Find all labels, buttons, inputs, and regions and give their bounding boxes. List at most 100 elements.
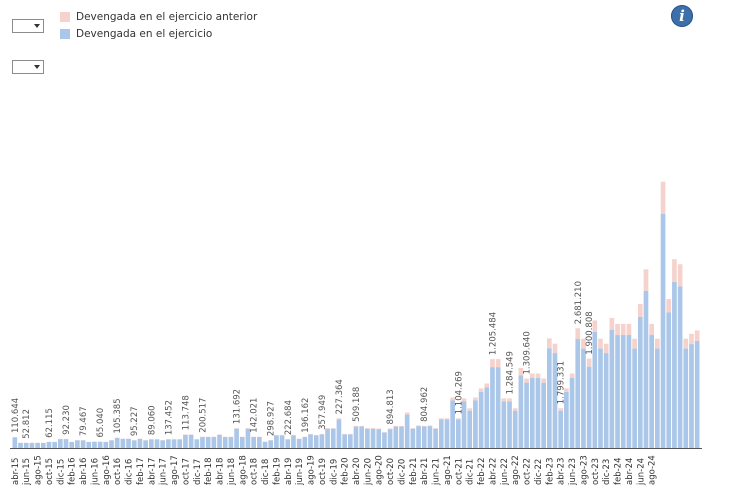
legend-item-curr[interactable]: Devengada en el ejercicio: [60, 25, 257, 42]
bar-curr[interactable]: [29, 442, 35, 448]
bar-curr[interactable]: [251, 437, 256, 448]
bar-curr[interactable]: [620, 335, 626, 448]
bar-prev[interactable]: [393, 425, 399, 427]
bar-curr[interactable]: [154, 439, 160, 448]
bar-curr[interactable]: [18, 442, 23, 448]
bar-curr[interactable]: [296, 438, 302, 448]
bar-prev[interactable]: [666, 299, 672, 313]
bar-prev[interactable]: [694, 330, 700, 341]
bar-curr[interactable]: [507, 401, 512, 448]
bar-curr[interactable]: [239, 437, 245, 448]
bar-prev[interactable]: [484, 383, 490, 388]
bar-curr[interactable]: [109, 440, 114, 448]
bar-curr[interactable]: [461, 401, 467, 448]
bar-curr[interactable]: [518, 375, 524, 448]
bar-prev[interactable]: [529, 373, 535, 378]
bar-curr[interactable]: [97, 441, 103, 448]
bar-prev[interactable]: [353, 425, 359, 427]
bar-curr[interactable]: [137, 438, 143, 448]
bar-curr[interactable]: [359, 426, 365, 448]
bar-prev[interactable]: [456, 418, 461, 420]
bar-curr[interactable]: [245, 428, 251, 448]
bar-curr[interactable]: [586, 366, 592, 448]
bar-prev[interactable]: [387, 428, 393, 430]
bar-curr[interactable]: [672, 281, 677, 448]
bar-prev[interactable]: [575, 328, 581, 340]
bar-curr[interactable]: [353, 426, 359, 448]
bar-prev[interactable]: [370, 428, 376, 429]
bar-prev[interactable]: [598, 338, 603, 349]
bar-curr[interactable]: [473, 400, 478, 448]
bar-prev[interactable]: [490, 359, 495, 368]
bar-curr[interactable]: [581, 348, 586, 448]
bar-curr[interactable]: [598, 348, 603, 448]
bar-prev[interactable]: [245, 428, 251, 429]
bar-curr[interactable]: [313, 435, 319, 448]
bar-curr[interactable]: [177, 439, 183, 448]
bar-prev[interactable]: [558, 408, 564, 411]
bar-curr[interactable]: [205, 437, 211, 448]
bar-curr[interactable]: [609, 329, 615, 448]
bar-curr[interactable]: [615, 335, 620, 448]
bar-curr[interactable]: [63, 439, 69, 448]
bar-curr[interactable]: [689, 344, 694, 448]
bar-curr[interactable]: [126, 438, 131, 448]
bar-curr[interactable]: [285, 439, 291, 448]
bar-prev[interactable]: [376, 428, 382, 430]
bar-curr[interactable]: [444, 419, 450, 448]
bar-prev[interactable]: [467, 408, 473, 411]
bar-curr[interactable]: [552, 353, 558, 448]
bar-prev[interactable]: [421, 425, 427, 427]
bar-prev[interactable]: [677, 264, 683, 287]
bar-curr[interactable]: [319, 434, 325, 448]
bar-curr[interactable]: [592, 331, 598, 448]
bar-curr[interactable]: [200, 437, 205, 448]
bar-curr[interactable]: [279, 435, 285, 448]
bar-curr[interactable]: [626, 335, 632, 448]
bar-prev[interactable]: [541, 378, 546, 383]
bar-prev[interactable]: [581, 338, 586, 349]
bar-prev[interactable]: [546, 338, 552, 349]
bar-prev[interactable]: [569, 373, 575, 378]
bar-curr[interactable]: [382, 432, 387, 448]
bar-prev[interactable]: [404, 412, 410, 415]
bar-curr[interactable]: [268, 440, 274, 448]
bar-curr[interactable]: [649, 335, 655, 448]
bar-curr[interactable]: [330, 428, 336, 448]
bar-curr[interactable]: [546, 348, 552, 448]
bar-curr[interactable]: [160, 440, 166, 448]
bar-curr[interactable]: [103, 442, 109, 448]
bar-curr[interactable]: [291, 435, 296, 448]
bar-curr[interactable]: [183, 434, 188, 448]
bar-curr[interactable]: [80, 440, 86, 448]
bar-curr[interactable]: [35, 442, 40, 448]
bar-prev[interactable]: [626, 323, 632, 336]
bar-curr[interactable]: [660, 213, 666, 448]
bar-curr[interactable]: [387, 429, 393, 448]
bar-curr[interactable]: [393, 426, 399, 448]
bar-curr[interactable]: [188, 434, 194, 448]
bar-prev[interactable]: [586, 358, 592, 367]
bar-prev[interactable]: [234, 428, 239, 429]
bar-curr[interactable]: [421, 426, 427, 448]
bar-curr[interactable]: [643, 290, 649, 448]
bar-prev[interactable]: [416, 425, 421, 427]
filter-dropdown-1[interactable]: [12, 19, 44, 33]
bar-prev[interactable]: [399, 425, 404, 427]
bar-curr[interactable]: [75, 440, 80, 448]
bar-curr[interactable]: [484, 387, 490, 448]
bar-curr[interactable]: [655, 348, 660, 448]
bar-prev[interactable]: [615, 323, 620, 336]
bar-prev[interactable]: [524, 378, 529, 383]
bar-prev[interactable]: [512, 408, 518, 411]
bar-prev[interactable]: [461, 398, 467, 402]
bar-curr[interactable]: [478, 391, 484, 448]
bar-curr[interactable]: [558, 410, 564, 448]
bar-prev[interactable]: [655, 338, 660, 349]
bar-prev[interactable]: [325, 428, 330, 429]
bar-prev[interactable]: [518, 368, 524, 376]
bar-curr[interactable]: [217, 434, 222, 448]
bar-curr[interactable]: [302, 437, 308, 448]
bar-curr[interactable]: [23, 442, 29, 448]
bar-prev[interactable]: [592, 320, 598, 332]
